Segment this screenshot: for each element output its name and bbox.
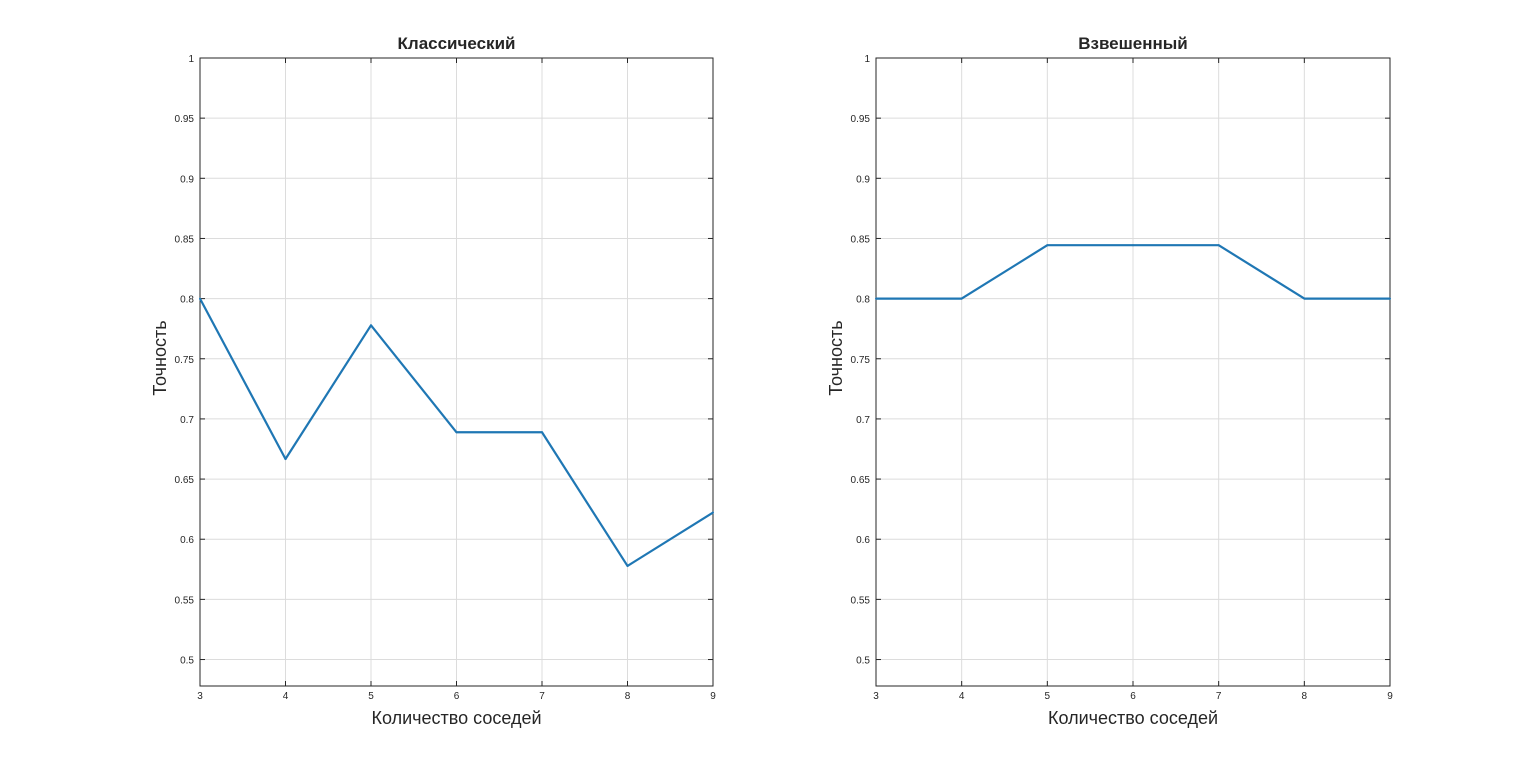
- y-tick-label: 0.8: [180, 295, 194, 306]
- data-point: [455, 431, 458, 434]
- axes-box: [199, 57, 714, 687]
- y-axis-label: Точность: [150, 320, 170, 395]
- data-point: [1303, 297, 1306, 300]
- data-point: [1389, 297, 1391, 300]
- y-tick-label: 0.55: [851, 595, 871, 606]
- y-tick-label: 0.65: [851, 475, 871, 486]
- x-axis-label: Количество соседей: [371, 708, 541, 728]
- x-axis-label: Количество соседей: [1048, 708, 1218, 728]
- y-tick-label: 0.9: [856, 174, 870, 185]
- data-point: [199, 297, 201, 300]
- x-tick-label: 8: [1302, 691, 1308, 702]
- x-tick-label: 9: [1387, 691, 1393, 702]
- x-tick-label: 6: [454, 691, 460, 702]
- chart-title: Классический: [398, 34, 516, 53]
- x-tick-label: 5: [1045, 691, 1051, 702]
- y-tick-label: 1: [864, 54, 870, 65]
- x-tick-label: 4: [283, 691, 289, 702]
- y-tick-label: 0.75: [851, 355, 871, 366]
- x-tick-label: 7: [1216, 691, 1222, 702]
- y-tick-label: 0.6: [180, 535, 194, 546]
- chart-title: Взвешенный: [1078, 34, 1188, 53]
- axes-box: [875, 57, 1391, 687]
- data-point: [712, 511, 714, 514]
- x-tick-label: 4: [959, 691, 965, 702]
- x-tick-label: 3: [197, 691, 203, 702]
- x-tick-label: 7: [539, 691, 545, 702]
- data-point: [541, 431, 543, 434]
- x-tick-label: 5: [368, 691, 374, 702]
- data-point: [875, 297, 877, 300]
- data-point: [370, 324, 372, 327]
- data-point: [1046, 244, 1049, 247]
- y-tick-label: 0.65: [175, 475, 195, 486]
- data-point: [1132, 244, 1134, 247]
- y-tick-label: 0.85: [851, 234, 871, 245]
- x-tick-label: 3: [873, 691, 879, 702]
- y-tick-label: 0.85: [175, 234, 195, 245]
- data-point: [284, 457, 287, 460]
- y-tick-label: 0.5: [856, 656, 870, 667]
- y-tick-label: 1: [188, 54, 194, 65]
- y-tick-label: 0.9: [180, 174, 194, 185]
- data-point: [1217, 244, 1220, 247]
- data-point: [960, 297, 963, 300]
- chart-panel-1: 3 4 5 6 7 8 9 0.5 0.55 0.6 0.65 0.7 0.75 0.8 0.85 0.9 0.…: [150, 34, 716, 728]
- y-axis-label: Точность: [826, 320, 846, 395]
- y-tick-label: 0.8: [856, 295, 870, 306]
- y-tick-label: 0.95: [851, 114, 871, 125]
- y-tick-label: 0.6: [856, 535, 870, 546]
- y-tick-label: 0.55: [175, 595, 195, 606]
- y-tick-label: 0.7: [180, 415, 194, 426]
- y-tick-label: 0.95: [175, 114, 195, 125]
- x-tick-label: 8: [625, 691, 631, 702]
- y-tick-label: 0.5: [180, 656, 194, 667]
- x-tick-label: 6: [1130, 691, 1136, 702]
- x-tick-label: 9: [710, 691, 716, 702]
- y-tick-label: 0.75: [175, 355, 195, 366]
- chart-panel-2: 3 4 5 6 7 8 9 0.5 0.55 0.6 0.65 0.7 0.75 0.8 0.85 0.9 0.…: [826, 34, 1393, 728]
- data-point: [626, 564, 629, 567]
- y-tick-label: 0.7: [856, 415, 870, 426]
